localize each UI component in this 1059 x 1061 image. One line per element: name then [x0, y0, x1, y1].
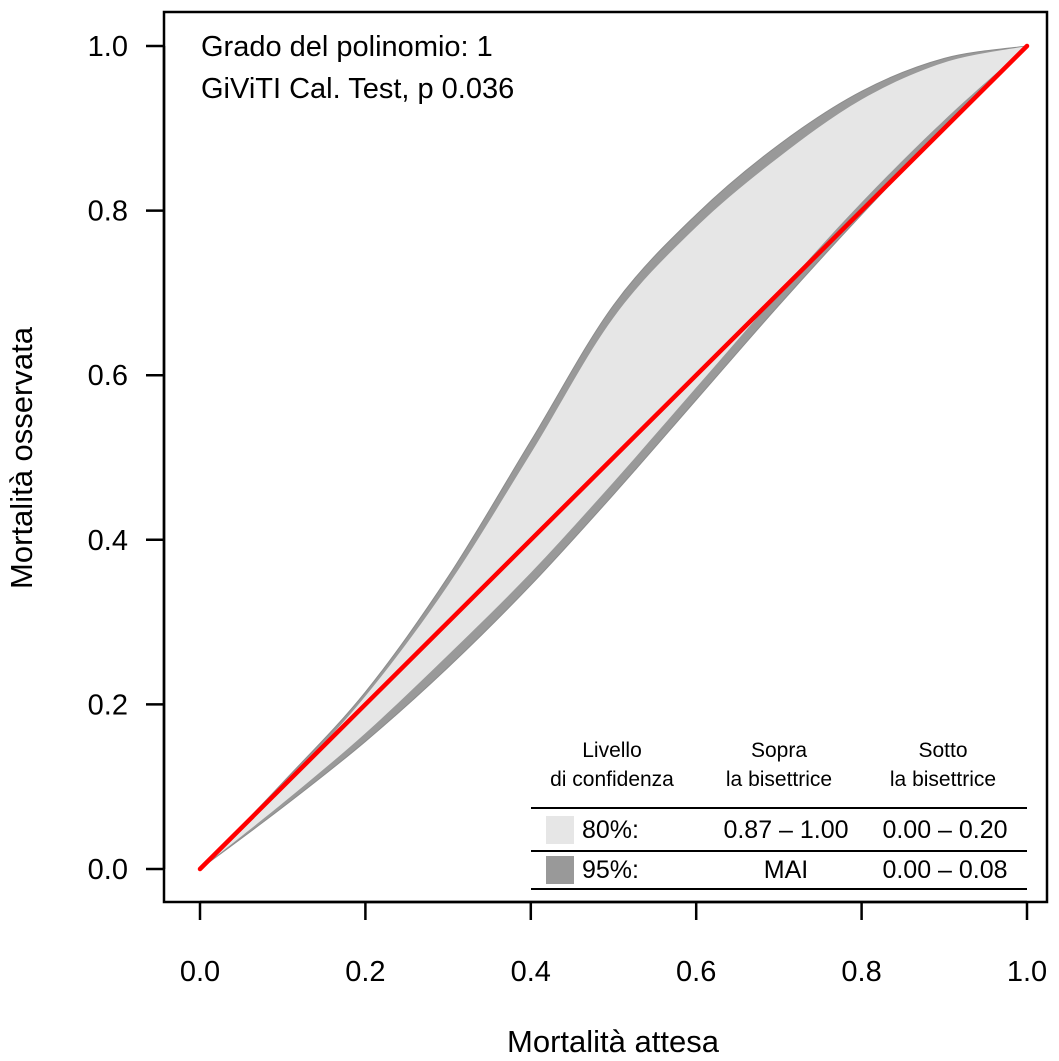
legend-row-80-below: 0.00 – 0.20 — [882, 816, 1007, 844]
x-tick-label: 0.4 — [511, 956, 551, 988]
legend-header-above-2: la bisettrice — [726, 768, 832, 791]
bisector-line — [197, 43, 1030, 872]
y-axis-label: Mortalità osservata — [4, 326, 39, 589]
legend-row-80-level: 80%: — [582, 816, 639, 844]
y-tick-label: 0.6 — [88, 360, 128, 392]
y-tick-label: 0.4 — [88, 525, 128, 557]
x-tick-label: 0.0 — [180, 956, 220, 988]
legend-row-95-below: 0.00 – 0.08 — [882, 856, 1007, 884]
x-axis-label: Mortalità attesa — [507, 1024, 720, 1059]
legend-header-above-1: Sopra — [751, 739, 807, 762]
x-tick-label: 1.0 — [1007, 956, 1047, 988]
legend-row-80-above: 0.87 – 1.00 — [723, 816, 848, 844]
y-axis: 0.0 0.2 0.4 0.6 0.8 1.0 — [88, 31, 166, 886]
legend-header-below-2: la bisettrice — [890, 768, 996, 791]
x-tick-label: 0.2 — [345, 956, 385, 988]
legend-header-level-2: di confidenza — [550, 768, 674, 791]
x-tick-label: 0.6 — [676, 956, 716, 988]
legend-swatch-80 — [546, 816, 574, 844]
y-tick-label: 0.2 — [88, 689, 128, 721]
legend-table: Livello di confidenza Sopra la bisettric… — [531, 739, 1027, 890]
y-tick-label: 0.8 — [88, 196, 128, 228]
legend-header-below-1: Sotto — [918, 739, 967, 762]
legend-swatch-95 — [546, 856, 574, 884]
legend-row-95-level: 95%: — [582, 856, 639, 884]
x-axis: 0.0 0.2 0.4 0.6 0.8 1.0 — [180, 900, 1047, 988]
annotation-calibration-test: GiViTI Cal. Test, p 0.036 — [201, 73, 514, 105]
annotation-polynomial-degree: Grado del polinomio: 1 — [201, 31, 493, 63]
y-tick-label: 1.0 — [88, 31, 128, 63]
legend-header-level-1: Livello — [582, 739, 642, 762]
y-tick-label: 0.0 — [88, 854, 128, 886]
legend-row-95-above: MAI — [764, 856, 808, 884]
x-tick-label: 0.8 — [841, 956, 881, 988]
